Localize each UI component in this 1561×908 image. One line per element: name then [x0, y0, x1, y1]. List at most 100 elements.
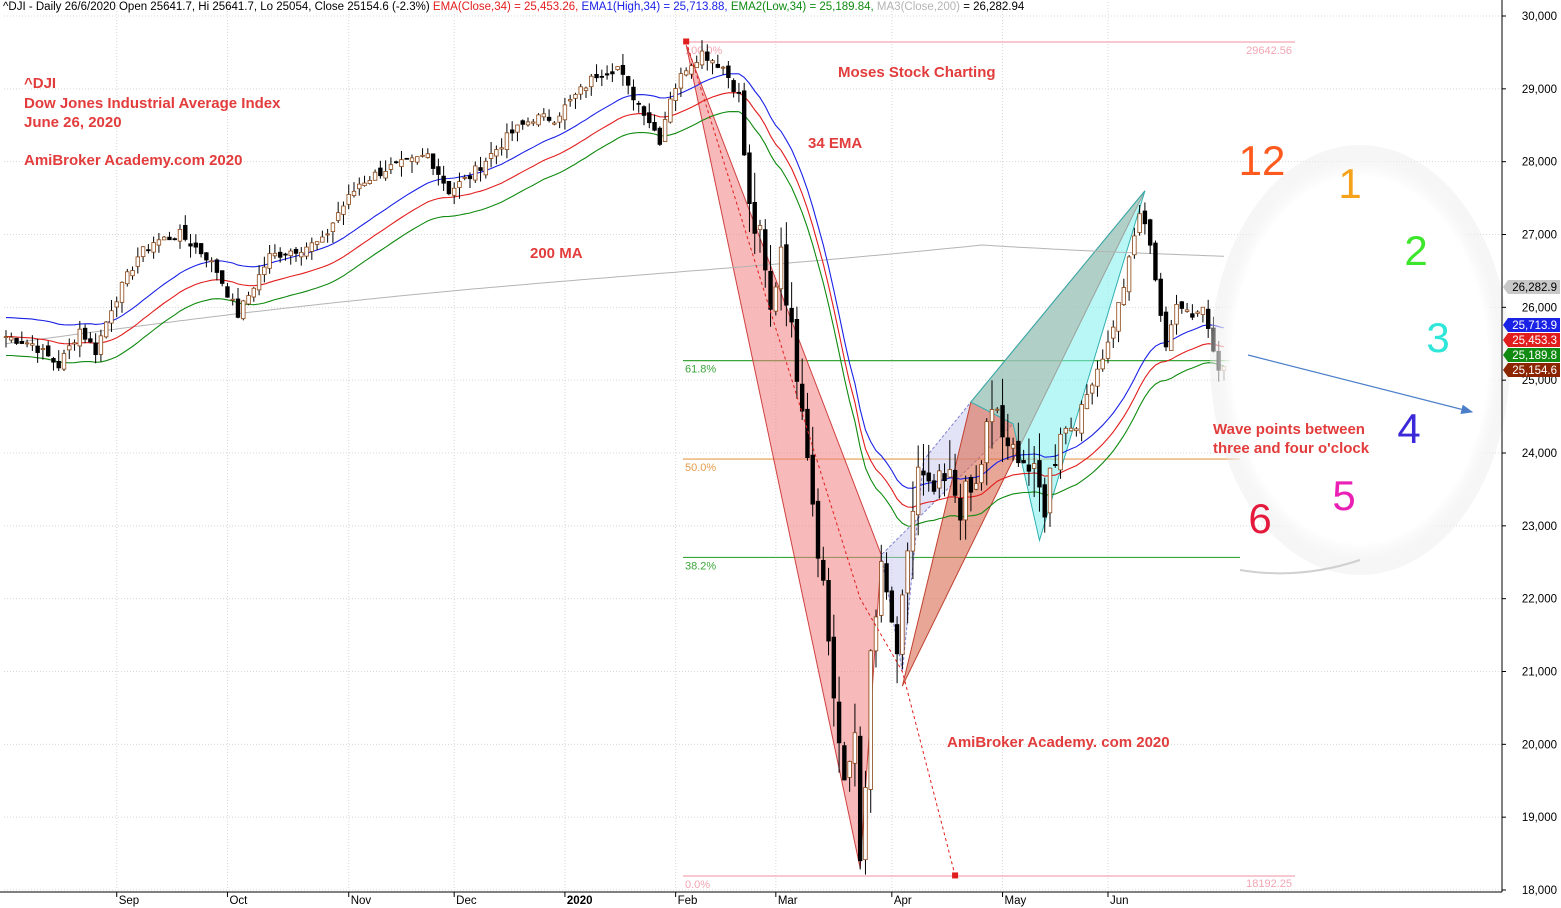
y-tick-label: 20,000 — [1522, 739, 1557, 751]
candle-body — [610, 71, 615, 75]
candle-body — [699, 50, 705, 66]
candle-body — [1047, 467, 1053, 514]
y-tick-label: 22,000 — [1522, 594, 1557, 606]
candle-body — [209, 260, 214, 263]
price-tag-label: 25,713.9 — [1512, 320, 1557, 332]
candle-body — [599, 75, 605, 78]
candle-body — [583, 87, 589, 91]
candle-body — [140, 246, 146, 257]
candle-body — [989, 409, 995, 423]
x-tick-label: Feb — [678, 895, 698, 907]
candle-body — [979, 463, 984, 484]
header-ema-low: EMA2(Low,34) = 25,189.84, — [730, 1, 874, 13]
candle-body — [536, 114, 541, 126]
dashed-path — [683, 38, 959, 879]
candle-body — [167, 236, 172, 241]
candle-body — [146, 249, 151, 252]
y-tick-label: 26,000 — [1522, 302, 1557, 314]
candle-body — [557, 115, 562, 123]
y-tick-label: 29,000 — [1522, 84, 1557, 96]
candle-body — [625, 76, 631, 86]
candle-body — [973, 483, 979, 490]
candle-body — [710, 60, 715, 64]
candle-body — [531, 121, 536, 124]
candle-body — [620, 64, 626, 75]
candle-body — [351, 190, 357, 196]
price-tags: 26,282.9 25,713.9 25,453.3 25,189.8 25,154.6 — [1503, 280, 1560, 377]
y-tick-label: 21,000 — [1522, 667, 1557, 679]
candle-body — [752, 202, 757, 234]
candle-body — [1010, 444, 1016, 449]
candle-body — [1068, 427, 1074, 432]
candle-body — [715, 63, 721, 68]
candle-body — [457, 181, 462, 188]
candle-body — [61, 353, 67, 370]
candle-body — [573, 94, 578, 99]
candle-body — [204, 252, 209, 261]
clock-face-bg — [1210, 145, 1510, 575]
candle-body — [1163, 311, 1169, 348]
candle-body — [309, 242, 315, 252]
candle-body — [393, 161, 399, 164]
candle-body — [984, 421, 989, 464]
candle-body — [177, 229, 183, 242]
candle-body — [826, 579, 831, 642]
fib-level-label: 38.2% — [685, 560, 716, 572]
candle-body — [161, 236, 167, 241]
label-200ma: 200 MA — [530, 245, 583, 262]
candle-body — [931, 480, 937, 492]
candle-body — [604, 73, 610, 76]
candle-body — [67, 345, 72, 351]
marker-start — [683, 38, 690, 45]
candle-body — [726, 65, 731, 78]
candle-body — [130, 270, 135, 277]
candle-body — [346, 194, 351, 205]
price-tag-bg — [1503, 280, 1560, 294]
candle-body — [515, 124, 520, 133]
header-ma200-label: MA3(Close,200) — [876, 1, 961, 13]
candle-body — [879, 561, 884, 616]
candle-body — [910, 510, 916, 552]
candle-body — [757, 225, 763, 231]
candle-body — [341, 205, 346, 215]
candle-body — [14, 337, 19, 344]
candle-body — [151, 242, 156, 253]
candle-body — [1084, 394, 1090, 410]
candle-body — [567, 99, 573, 102]
candle-body — [225, 286, 230, 298]
candle-body — [937, 470, 942, 489]
candle-body — [72, 342, 77, 345]
candle-body — [842, 745, 847, 781]
candle-body — [246, 295, 251, 305]
candle-body — [1026, 464, 1032, 472]
candle-body — [705, 51, 710, 61]
candle-body — [525, 121, 531, 126]
label-date: June 26, 2020 — [24, 114, 122, 131]
projection-arrow — [1247, 354, 1474, 414]
candle-body — [562, 104, 568, 121]
candle-body — [9, 336, 14, 341]
x-tick-label: Mar — [778, 895, 798, 907]
candle-body — [488, 153, 494, 159]
candle-body — [1037, 460, 1042, 488]
ma200-line — [5, 244, 1225, 345]
candle-body — [789, 307, 794, 323]
candle-body — [415, 156, 420, 163]
candle-body — [1079, 404, 1084, 434]
candle-body — [241, 300, 246, 320]
candle-body — [805, 408, 810, 458]
candle-body — [863, 787, 868, 861]
candle-body — [1016, 440, 1021, 464]
candle-body — [952, 469, 958, 496]
y-tick-label: 30,000 — [1522, 11, 1557, 23]
candle-body — [778, 246, 784, 290]
candle-body — [995, 408, 1000, 411]
candle-body — [299, 251, 304, 258]
clock-number: 3 — [1426, 314, 1449, 361]
candle-body — [763, 229, 768, 271]
candle-body — [1021, 460, 1026, 464]
moving-averages — [5, 73, 1225, 527]
candle-body — [409, 157, 415, 162]
candle-body — [541, 113, 547, 118]
chart-header: ^DJI - Daily 26/6/2020 Open 25641.7, Hi … — [3, 1, 1024, 13]
